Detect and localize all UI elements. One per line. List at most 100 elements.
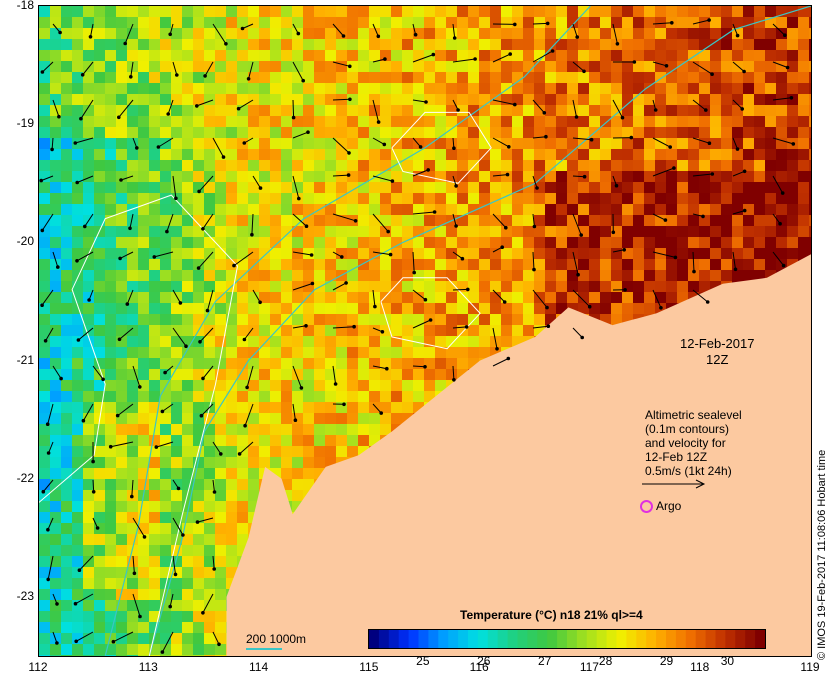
sst-cell bbox=[138, 237, 149, 248]
sst-cell bbox=[523, 325, 534, 336]
sst-cell bbox=[94, 479, 105, 490]
sst-cell bbox=[226, 501, 237, 512]
sst-cell bbox=[743, 61, 754, 72]
sst-cell bbox=[149, 435, 160, 446]
sst-cell bbox=[61, 226, 72, 237]
sst-cell bbox=[666, 292, 677, 303]
sst-cell bbox=[710, 226, 721, 237]
sst-cell bbox=[292, 160, 303, 171]
sst-cell bbox=[490, 204, 501, 215]
sst-cell bbox=[809, 248, 811, 259]
sst-cell bbox=[435, 83, 446, 94]
sst-cell bbox=[325, 237, 336, 248]
sst-cell bbox=[457, 17, 468, 28]
sst-cell bbox=[94, 248, 105, 259]
sst-cell bbox=[292, 457, 303, 468]
sst-cell bbox=[61, 160, 72, 171]
sst-cell bbox=[314, 413, 325, 424]
sst-cell bbox=[215, 402, 226, 413]
sst-cell bbox=[776, 83, 787, 94]
sst-cell bbox=[402, 413, 413, 424]
sst-cell bbox=[512, 171, 523, 182]
velocity-arrow bbox=[572, 213, 583, 237]
velocity-arrow bbox=[612, 288, 627, 292]
sst-cell bbox=[490, 61, 501, 72]
sst-cell bbox=[61, 347, 72, 358]
sst-cell bbox=[149, 149, 160, 160]
sst-cell bbox=[402, 149, 413, 160]
sst-cell bbox=[743, 72, 754, 83]
sst-cell bbox=[215, 457, 226, 468]
sst-cell bbox=[490, 6, 501, 17]
sst-cell bbox=[39, 270, 50, 281]
sst-cell bbox=[160, 138, 171, 149]
sst-cell bbox=[688, 17, 699, 28]
sst-cell bbox=[39, 622, 50, 633]
sst-cell bbox=[83, 204, 94, 215]
altimetry-line-2: (0.1m contours) bbox=[645, 422, 730, 436]
sst-cell bbox=[204, 17, 215, 28]
sst-cell bbox=[94, 116, 105, 127]
sst-cell bbox=[556, 270, 567, 281]
sst-cell bbox=[193, 127, 204, 138]
sst-cell bbox=[589, 83, 600, 94]
sst-cell bbox=[94, 270, 105, 281]
sst-cell bbox=[116, 413, 127, 424]
sst-cell bbox=[116, 127, 127, 138]
velocity-scale-arrow bbox=[642, 479, 706, 489]
velocity-arrow bbox=[532, 134, 548, 139]
sst-cell bbox=[578, 105, 589, 116]
velocity-arrow bbox=[236, 99, 254, 111]
sst-cell bbox=[193, 567, 204, 578]
sst-cell bbox=[50, 644, 61, 655]
sst-cell bbox=[644, 160, 655, 171]
sst-cell bbox=[611, 215, 622, 226]
sst-cell bbox=[611, 281, 622, 292]
sst-cell bbox=[743, 204, 754, 215]
sst-cell bbox=[237, 490, 248, 501]
sst-cell bbox=[39, 391, 50, 402]
sst-cell bbox=[578, 226, 589, 237]
sst-cell bbox=[479, 325, 490, 336]
sst-cell bbox=[391, 380, 402, 391]
sst-cell bbox=[369, 237, 380, 248]
sst-cell bbox=[105, 545, 116, 556]
sst-cell bbox=[193, 556, 204, 567]
sst-cell bbox=[149, 611, 160, 622]
sst-cell bbox=[776, 248, 787, 259]
sst-cell bbox=[490, 237, 501, 248]
sst-cell bbox=[391, 226, 402, 237]
sst-cell bbox=[523, 248, 534, 259]
sst-cell bbox=[633, 270, 644, 281]
sst-cell bbox=[446, 83, 457, 94]
sst-cell bbox=[61, 567, 72, 578]
sst-cell bbox=[677, 17, 688, 28]
sst-cell bbox=[633, 6, 644, 17]
sst-cell bbox=[171, 160, 182, 171]
sst-cell bbox=[358, 116, 369, 127]
sst-cell bbox=[611, 61, 622, 72]
sst-cell bbox=[149, 281, 160, 292]
sst-cell bbox=[611, 160, 622, 171]
sst-cell bbox=[787, 248, 798, 259]
sst-cell bbox=[303, 281, 314, 292]
sst-cell bbox=[292, 501, 303, 512]
sst-cell bbox=[138, 567, 149, 578]
sst-cell bbox=[699, 116, 710, 127]
sst-cell bbox=[149, 6, 160, 17]
sst-cell bbox=[446, 116, 457, 127]
sst-cell bbox=[204, 237, 215, 248]
sst-cell bbox=[303, 50, 314, 61]
sst-cell bbox=[347, 380, 358, 391]
sst-cell bbox=[424, 369, 435, 380]
sst-cell bbox=[193, 303, 204, 314]
sst-cell bbox=[501, 237, 512, 248]
sst-cell bbox=[61, 413, 72, 424]
sst-cell bbox=[501, 204, 512, 215]
velocity-arrow bbox=[612, 175, 619, 188]
sst-cell bbox=[556, 149, 567, 160]
sst-cell bbox=[149, 644, 160, 655]
sst-cell bbox=[545, 237, 556, 248]
sst-cell bbox=[171, 127, 182, 138]
sst-cell bbox=[138, 61, 149, 72]
